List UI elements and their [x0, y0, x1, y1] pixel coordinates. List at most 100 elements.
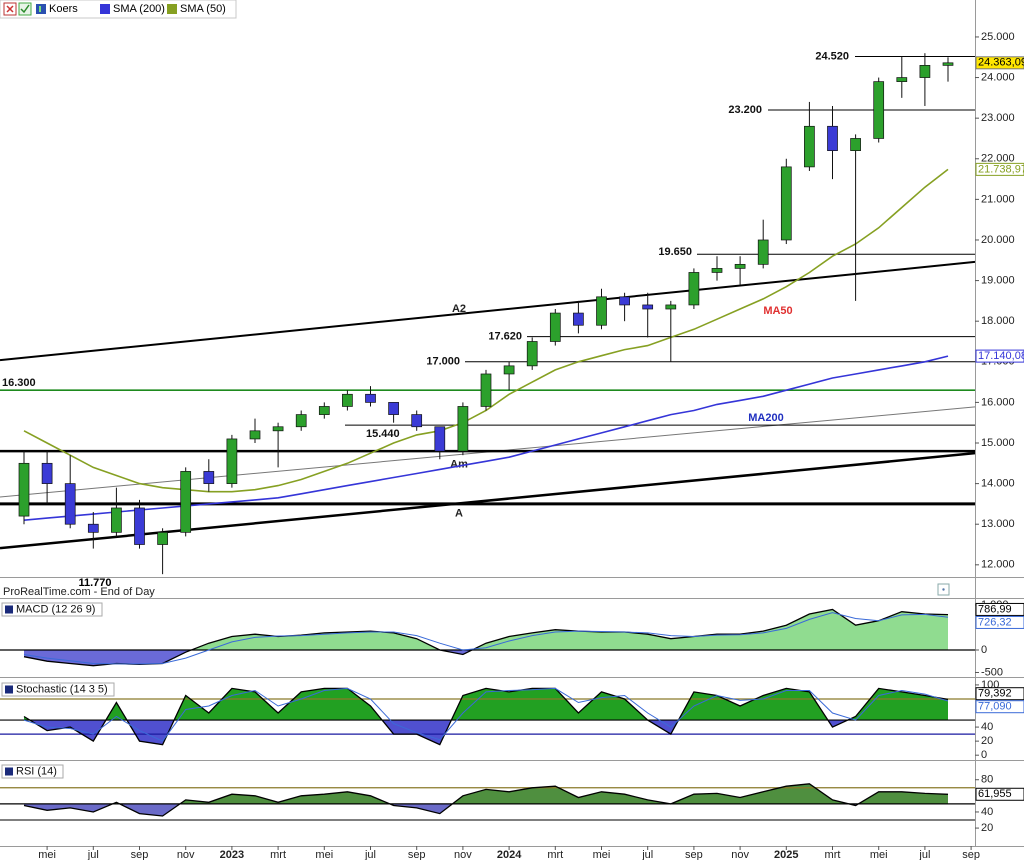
x-tick-label: jul [918, 849, 930, 860]
level-label: 17.620 [488, 331, 522, 343]
panel-title: RSI (14) [16, 765, 57, 777]
candle-body [503, 365, 515, 375]
y-tick-label: 14.000 [981, 478, 1015, 490]
level-label: 16.300 [2, 377, 36, 389]
area-below [24, 649, 948, 666]
value-tag-box [975, 349, 1024, 363]
trend-line [0, 260, 975, 362]
candle-body [249, 430, 261, 440]
candle-body [272, 426, 284, 432]
candle-body [226, 438, 238, 484]
candle-body [711, 268, 723, 273]
plot-area [0, 608, 975, 667]
candle-body [919, 65, 931, 78]
y-tick-label: -500 [981, 666, 1003, 678]
x-tick-label: jul [641, 849, 653, 860]
candle-body [780, 166, 792, 241]
y-tick-label: 0 [981, 749, 987, 761]
candle-body [642, 304, 654, 310]
panel-title-icon [5, 685, 13, 694]
plot-area [0, 783, 975, 821]
y-tick-label: 25.000 [981, 31, 1015, 43]
x-tick-label: nov [454, 849, 472, 860]
legend-icon[interactable] [100, 4, 110, 14]
legend: Koers SMA (200) SMA (50) [0, 0, 237, 19]
candle-body [757, 239, 769, 265]
level-label: 17.000 [426, 356, 460, 368]
y-tick-label: 12.000 [981, 559, 1015, 571]
value-tag: 726,32 [978, 616, 1012, 628]
value-tag-box [975, 787, 1024, 801]
candle-body [688, 272, 700, 306]
value-tag: 61,955 [978, 788, 1012, 800]
info-icon-dot [942, 588, 945, 591]
x-tick-label: 2023 [220, 849, 244, 860]
panel-title-icon [5, 605, 13, 614]
x-tick-label: mrt [270, 849, 286, 860]
candle-body [18, 462, 30, 517]
area-above [191, 609, 948, 650]
x-tick-label: jul [364, 849, 376, 860]
candle-body [64, 483, 76, 525]
trend-label: A [455, 507, 463, 519]
value-tag: 79,392 [978, 688, 1012, 700]
x-tick-label: 2024 [497, 849, 522, 860]
value-tag-box [975, 615, 1024, 629]
value-tag: 77,090 [978, 701, 1012, 713]
tool-icon[interactable] [18, 2, 32, 16]
area-above [24, 783, 948, 804]
candle-body [827, 125, 838, 151]
annotation: MA200 [748, 412, 783, 424]
candle-body [434, 426, 446, 452]
panel-title-box [1, 764, 64, 779]
value-tag-box [975, 56, 1024, 70]
y-tick-label: 0 [981, 644, 987, 656]
value-tag-box [975, 700, 1024, 714]
candle-body [850, 138, 861, 151]
indicator-line [23, 687, 949, 746]
value-tag-box [975, 162, 1024, 176]
y-tick-label: 20.000 [981, 234, 1015, 246]
value-tag: 17.140,08 [978, 350, 1024, 362]
y-tick-label: 22.000 [981, 153, 1015, 165]
candle-body [157, 531, 168, 545]
annotation: 11.770 [78, 577, 111, 589]
legend-icon[interactable] [167, 4, 177, 14]
candle-body [365, 393, 376, 403]
candle-body [134, 507, 145, 545]
value-tag: 21.738,97 [978, 163, 1024, 175]
level-label: 23.200 [728, 104, 762, 116]
panel-title: MACD (12 26 9) [16, 603, 95, 615]
x-tick-label: mei [593, 849, 611, 860]
tool-icon-glyph [20, 4, 30, 14]
y-tick-label: 20 [981, 735, 993, 747]
x-tick-label: sep [962, 849, 980, 860]
y-tick-label: 13.000 [981, 518, 1015, 530]
y-tick-label: 15.000 [981, 437, 1015, 449]
x-tick-label: sep [408, 849, 426, 860]
x-tick-label: 2025 [774, 849, 798, 860]
candle-body [411, 414, 423, 428]
y-tick-label: 80 [981, 774, 993, 786]
panel-title-box [1, 602, 103, 617]
candle-body [111, 507, 122, 533]
level-label: 19.650 [658, 246, 692, 258]
candle-body [180, 471, 192, 533]
candle-body [734, 263, 746, 269]
indicator-line [23, 612, 949, 665]
x-tick-label: nov [731, 849, 749, 860]
value-tag-box [975, 687, 1024, 701]
value-tag: 24.363,09 [978, 57, 1024, 69]
legend-label: SMA (200) [113, 3, 165, 15]
indicator-line [23, 608, 949, 667]
candle-body [342, 393, 353, 407]
x-tick-label: sep [685, 849, 703, 860]
value-tag: 786,99 [978, 603, 1012, 615]
candle-body [480, 373, 492, 407]
candle-body [665, 304, 677, 310]
legend-label: SMA (50) [180, 3, 226, 15]
area-below [24, 803, 859, 816]
x-tick-label: mei [315, 849, 333, 860]
x-tick-label: mrt [547, 849, 563, 860]
